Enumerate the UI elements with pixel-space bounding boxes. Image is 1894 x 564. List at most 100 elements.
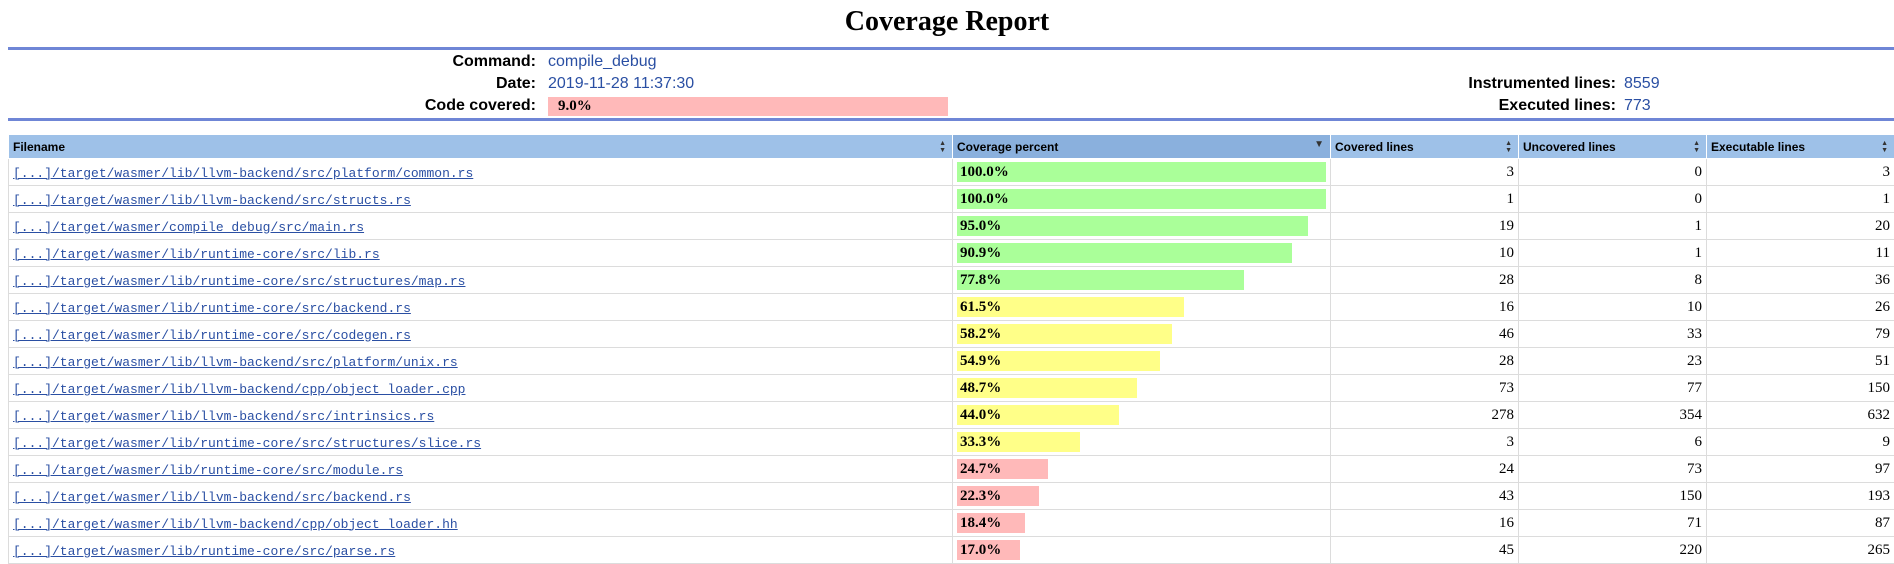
file-link[interactable]: [...]/target/wasmer/lib/runtime-core/src… <box>13 246 380 262</box>
table-row: [...]/target/wasmer/lib/runtime-core/src… <box>8 428 1894 456</box>
sort-icon[interactable]: ▲ ▼ <box>1505 140 1512 154</box>
coverage-bar: 44.0% <box>957 405 1120 425</box>
coverage-bar: 18.4% <box>957 513 1025 533</box>
coverage-percent-label: 18.4% <box>960 515 1002 531</box>
instrumented-lines-label: Instrumented lines: <box>1468 75 1616 92</box>
file-link[interactable]: [...]/target/wasmer/lib/runtime-core/src… <box>13 435 482 451</box>
code-covered-value: 9.0% <box>558 98 592 114</box>
executable-lines-cell: 9 <box>1706 428 1894 456</box>
coverage-percent-label: 54.9% <box>960 353 1002 369</box>
covered-lines-cell: 10 <box>1330 239 1519 267</box>
table-row: [...]/target/wasmer/lib/runtime-core/src… <box>8 455 1894 483</box>
coverage-bar: 77.8% <box>957 270 1245 290</box>
command-label: Command: <box>452 53 536 70</box>
file-link[interactable]: [...]/target/wasmer/lib/llvm-backend/src… <box>13 192 411 208</box>
file-link[interactable]: [...]/target/wasmer/lib/llvm-backend/cpp… <box>13 381 466 397</box>
coverage-percent-label: 77.8% <box>960 272 1002 288</box>
filename-cell: [...]/target/wasmer/lib/runtime-core/src… <box>8 428 953 456</box>
file-link[interactable]: [...]/target/wasmer/lib/runtime-core/src… <box>13 300 411 316</box>
file-link[interactable]: [...]/target/wasmer/lib/runtime-core/src… <box>13 273 466 289</box>
column-header-label: Coverage percent <box>957 139 1059 154</box>
uncovered-lines-cell: 23 <box>1518 347 1707 375</box>
coverage-bar: 33.3% <box>957 432 1080 452</box>
date-label: Date: <box>495 75 536 92</box>
table-row: [...]/target/wasmer/lib/llvm-backend/src… <box>8 401 1894 429</box>
coverage-bar: 48.7% <box>957 378 1137 398</box>
filename-cell: [...]/target/wasmer/lib/runtime-core/src… <box>8 239 953 267</box>
sort-icon[interactable]: ▲ ▼ <box>1693 140 1700 154</box>
table-row: [...]/target/wasmer/lib/llvm-backend/cpp… <box>8 509 1894 537</box>
file-link[interactable]: [...]/target/wasmer/compile_debug/src/ma… <box>13 219 365 235</box>
sort-icon[interactable]: ▲ ▼ <box>1881 140 1888 154</box>
coverage-percent-cell: 95.0% <box>952 212 1331 240</box>
executable-lines-cell: 36 <box>1706 266 1894 294</box>
coverage-bar: 100.0% <box>957 162 1326 182</box>
uncovered-lines-cell: 1 <box>1518 212 1707 240</box>
column-header-covered-lines[interactable]: Covered lines ▲ ▼ <box>1330 134 1519 159</box>
filename-cell: [...]/target/wasmer/lib/llvm-backend/src… <box>8 482 953 510</box>
coverage-bar: 95.0% <box>957 216 1308 236</box>
coverage-percent-label: 58.2% <box>960 326 1002 342</box>
covered-lines-cell: 278 <box>1330 401 1519 429</box>
column-header-executable-lines[interactable]: Executable lines ▲ ▼ <box>1706 134 1894 159</box>
executable-lines-cell: 150 <box>1706 374 1894 402</box>
executed-lines-label: Executed lines: <box>1498 97 1616 114</box>
filename-cell: [...]/target/wasmer/lib/runtime-core/src… <box>8 266 953 294</box>
coverage-percent-cell: 100.0% <box>952 158 1331 186</box>
covered-lines-cell: 43 <box>1330 482 1519 510</box>
filename-cell: [...]/target/wasmer/lib/llvm-backend/cpp… <box>8 509 953 537</box>
coverage-percent-cell: 58.2% <box>952 320 1331 348</box>
uncovered-lines-cell: 73 <box>1518 455 1707 483</box>
column-header-filename[interactable]: Filename ▲ ▼ <box>8 134 953 159</box>
uncovered-lines-cell: 71 <box>1518 509 1707 537</box>
table-row: [...]/target/wasmer/compile_debug/src/ma… <box>8 212 1894 240</box>
covered-lines-cell: 19 <box>1330 212 1519 240</box>
coverage-bar: 90.9% <box>957 243 1293 263</box>
coverage-bar: 17.0% <box>957 540 1020 560</box>
file-link[interactable]: [...]/target/wasmer/lib/llvm-backend/src… <box>13 354 458 370</box>
coverage-percent-label: 100.0% <box>960 164 1009 180</box>
column-header-coverage-percent[interactable]: Coverage percent ▼ <box>952 134 1331 159</box>
covered-lines-cell: 45 <box>1330 536 1519 564</box>
filename-cell: [...]/target/wasmer/lib/runtime-core/src… <box>8 320 953 348</box>
file-link[interactable]: [...]/target/wasmer/lib/runtime-core/src… <box>13 543 396 559</box>
coverage-percent-cell: 54.9% <box>952 347 1331 375</box>
executable-lines-cell: 20 <box>1706 212 1894 240</box>
file-link[interactable]: [...]/target/wasmer/lib/runtime-core/src… <box>13 327 411 343</box>
filename-cell: [...]/target/wasmer/lib/runtime-core/src… <box>8 455 953 483</box>
coverage-percent-cell: 24.7% <box>952 455 1331 483</box>
uncovered-lines-cell: 0 <box>1518 158 1707 186</box>
table-row: [...]/target/wasmer/lib/runtime-core/src… <box>8 239 1894 267</box>
table-row: [...]/target/wasmer/lib/runtime-core/src… <box>8 536 1894 564</box>
sort-icon[interactable]: ▲ ▼ <box>939 140 946 154</box>
coverage-bar: 22.3% <box>957 486 1040 506</box>
file-link[interactable]: [...]/target/wasmer/lib/llvm-backend/src… <box>13 408 435 424</box>
filename-cell: [...]/target/wasmer/lib/runtime-core/src… <box>8 536 953 564</box>
coverage-percent-label: 95.0% <box>960 218 1002 234</box>
executable-lines-cell: 79 <box>1706 320 1894 348</box>
covered-lines-cell: 16 <box>1330 509 1519 537</box>
sort-desc-icon[interactable]: ▼ <box>1314 139 1324 150</box>
coverage-percent-label: 44.0% <box>960 407 1002 423</box>
executable-lines-cell: 1 <box>1706 185 1894 213</box>
filename-cell: [...]/target/wasmer/compile_debug/src/ma… <box>8 212 953 240</box>
executable-lines-cell: 265 <box>1706 536 1894 564</box>
file-link[interactable]: [...]/target/wasmer/lib/llvm-backend/cpp… <box>13 516 458 532</box>
summary-divider <box>8 118 1894 121</box>
file-link[interactable]: [...]/target/wasmer/lib/llvm-backend/src… <box>13 489 411 505</box>
uncovered-lines-cell: 354 <box>1518 401 1707 429</box>
column-header-uncovered-lines[interactable]: Uncovered lines ▲ ▼ <box>1518 134 1707 159</box>
table-row: [...]/target/wasmer/lib/llvm-backend/cpp… <box>8 374 1894 402</box>
coverage-percent-label: 22.3% <box>960 488 1002 504</box>
uncovered-lines-cell: 0 <box>1518 185 1707 213</box>
covered-lines-cell: 3 <box>1330 428 1519 456</box>
covered-lines-cell: 28 <box>1330 266 1519 294</box>
coverage-percent-label: 33.3% <box>960 434 1002 450</box>
coverage-percent-cell: 33.3% <box>952 428 1331 456</box>
coverage-percent-cell: 61.5% <box>952 293 1331 321</box>
table-row: [...]/target/wasmer/lib/runtime-core/src… <box>8 293 1894 321</box>
file-link[interactable]: [...]/target/wasmer/lib/runtime-core/src… <box>13 462 404 478</box>
filename-cell: [...]/target/wasmer/lib/llvm-backend/src… <box>8 401 953 429</box>
file-link[interactable]: [...]/target/wasmer/lib/llvm-backend/src… <box>13 165 474 181</box>
covered-lines-cell: 28 <box>1330 347 1519 375</box>
